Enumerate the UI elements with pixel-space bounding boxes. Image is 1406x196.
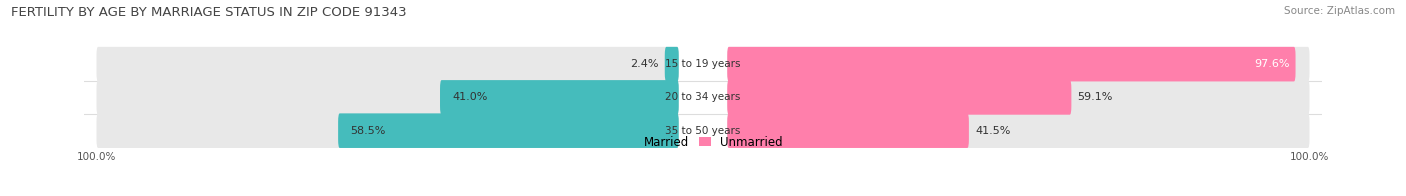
Text: 41.0%: 41.0% bbox=[453, 92, 488, 102]
FancyBboxPatch shape bbox=[727, 113, 1309, 148]
Text: 15 to 19 years: 15 to 19 years bbox=[665, 59, 741, 69]
Text: FERTILITY BY AGE BY MARRIAGE STATUS IN ZIP CODE 91343: FERTILITY BY AGE BY MARRIAGE STATUS IN Z… bbox=[11, 6, 406, 19]
Text: 20 to 34 years: 20 to 34 years bbox=[665, 92, 741, 102]
FancyBboxPatch shape bbox=[337, 113, 679, 148]
Text: 58.5%: 58.5% bbox=[350, 126, 385, 136]
FancyBboxPatch shape bbox=[727, 80, 1309, 115]
FancyBboxPatch shape bbox=[665, 47, 679, 82]
FancyBboxPatch shape bbox=[727, 80, 1071, 115]
Legend: Married, Unmarried: Married, Unmarried bbox=[623, 136, 783, 149]
Text: 97.6%: 97.6% bbox=[1254, 59, 1289, 69]
Text: 59.1%: 59.1% bbox=[1077, 92, 1112, 102]
FancyBboxPatch shape bbox=[97, 80, 679, 115]
Text: 35 to 50 years: 35 to 50 years bbox=[665, 126, 741, 136]
Text: 41.5%: 41.5% bbox=[974, 126, 1011, 136]
FancyBboxPatch shape bbox=[727, 47, 1295, 82]
FancyBboxPatch shape bbox=[440, 80, 679, 115]
FancyBboxPatch shape bbox=[97, 113, 679, 148]
FancyBboxPatch shape bbox=[97, 47, 679, 82]
FancyBboxPatch shape bbox=[727, 47, 1309, 82]
FancyBboxPatch shape bbox=[727, 113, 969, 148]
Text: Source: ZipAtlas.com: Source: ZipAtlas.com bbox=[1284, 6, 1395, 16]
Text: 2.4%: 2.4% bbox=[630, 59, 658, 69]
